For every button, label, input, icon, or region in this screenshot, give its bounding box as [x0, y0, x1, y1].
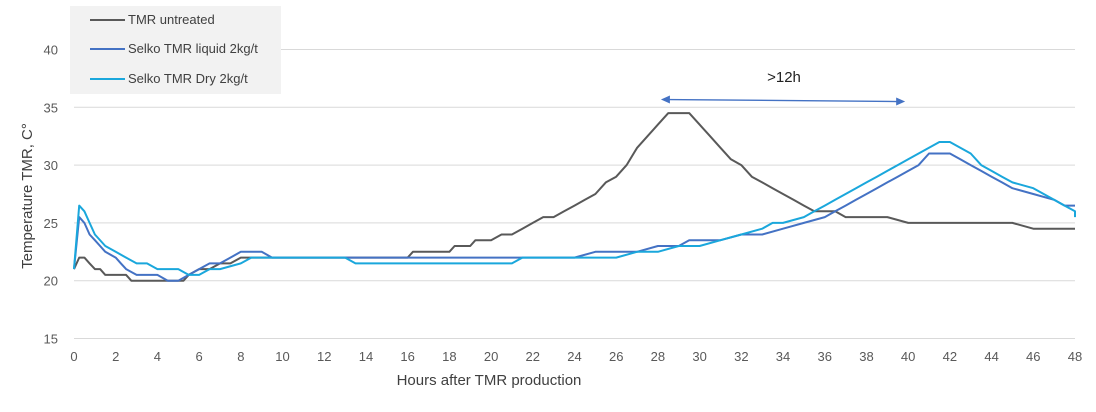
duration-arrowhead-right	[896, 97, 906, 106]
y-axis-title: Temperature TMR, C°	[19, 123, 36, 269]
y-tick-labels: 15 20 25 30 35 40	[44, 43, 58, 347]
x-tick-label-40: 40	[901, 349, 915, 364]
legend-item-liquid: Selko TMR liquid 2kg/t	[90, 41, 258, 56]
duration-annotation: >12h	[660, 69, 906, 106]
legend-label-liquid: Selko TMR liquid 2kg/t	[128, 41, 258, 56]
x-tick-label-26: 26	[609, 349, 623, 364]
x-tick-label-28: 28	[651, 349, 665, 364]
x-tick-label-20: 20	[484, 349, 498, 364]
x-tick-label-32: 32	[734, 349, 748, 364]
x-tick-label-24: 24	[567, 349, 581, 364]
y-tick-label-20: 20	[44, 274, 58, 289]
legend-label-untreated: TMR untreated	[128, 12, 215, 27]
x-tick-label-6: 6	[196, 349, 203, 364]
x-tick-label-2: 2	[112, 349, 119, 364]
legend-item-dry: Selko TMR Dry 2kg/t	[90, 71, 248, 86]
duration-label: >12h	[767, 69, 801, 86]
x-tick-label-42: 42	[943, 349, 957, 364]
legend-label-dry: Selko TMR Dry 2kg/t	[128, 71, 248, 86]
x-tick-label-48: 48	[1068, 349, 1082, 364]
y-tick-label-30: 30	[44, 158, 58, 173]
x-tick-label-36: 36	[818, 349, 832, 364]
x-tick-label-16: 16	[400, 349, 414, 364]
x-axis-title: Hours after TMR production	[397, 372, 582, 389]
duration-arrowhead-left	[660, 95, 670, 104]
x-tick-label-38: 38	[859, 349, 873, 364]
legend: TMR untreated Selko TMR liquid 2kg/t Sel…	[70, 6, 281, 94]
series-lines	[73, 112, 1076, 282]
x-tick-label-10: 10	[275, 349, 289, 364]
x-tick-labels: 0 2 4 6 8 10 12 14 16 18 20 22 24 26 28 30 32 34 36 38 40 42 4…	[70, 349, 1082, 364]
x-tick-label-14: 14	[359, 349, 373, 364]
x-tick-label-8: 8	[237, 349, 244, 364]
x-tick-label-46: 46	[1026, 349, 1040, 364]
x-tick-label-18: 18	[442, 349, 456, 364]
y-tick-label-15: 15	[44, 332, 58, 347]
series-line-liquid	[73, 152, 1075, 282]
legend-item-untreated: TMR untreated	[90, 12, 215, 27]
x-tick-label-30: 30	[692, 349, 706, 364]
y-tick-label-25: 25	[44, 216, 58, 231]
x-tick-label-44: 44	[984, 349, 998, 364]
y-tick-label-35: 35	[44, 100, 58, 115]
x-tick-label-34: 34	[776, 349, 790, 364]
x-tick-label-4: 4	[154, 349, 161, 364]
y-tick-label-40: 40	[44, 43, 58, 58]
series-line-untreated	[73, 112, 1075, 282]
duration-arrow	[667, 98, 899, 103]
x-tick-label-12: 12	[317, 349, 331, 364]
series-line-dry	[73, 141, 1076, 276]
x-tick-label-0: 0	[70, 349, 77, 364]
x-tick-label-22: 22	[526, 349, 540, 364]
